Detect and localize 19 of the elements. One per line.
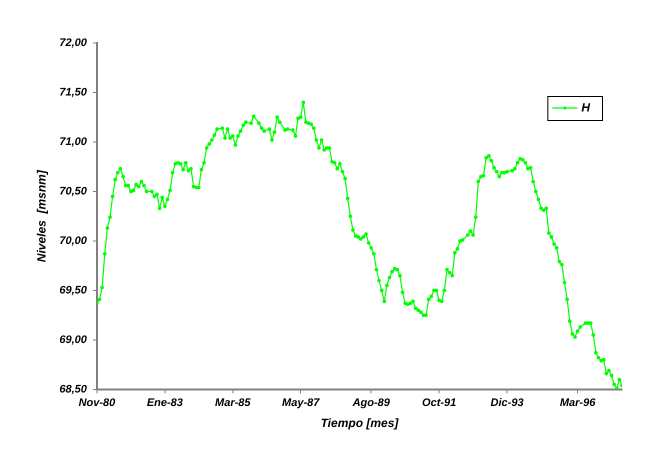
x-tick-label: Ene-83 [146,397,183,410]
y-tick-label: 71,00 [59,136,88,148]
y-tick-label: 72,00 [59,37,88,50]
y-axis-title: Niveles [msnm] [34,169,49,262]
y-tick-label: 70,50 [59,185,88,198]
legend-label: H [581,100,590,114]
x-tick-label: May-87 [282,397,320,410]
x-tick-label: Oct-91 [422,397,456,410]
x-axis-title: Tiempo [mes] [320,416,400,430]
x-tick-label: Mar-85 [215,397,252,410]
x-tick-label: Nov-80 [78,397,116,410]
y-tick-label: 71,50 [59,86,88,99]
x-tick-label: Ago-89 [352,397,391,410]
x-tick-label: Mar-96 [560,397,596,410]
y-tick-label: 69,50 [59,284,88,296]
y-tick-label: 70,00 [59,234,88,247]
y-tick-label: 69,00 [59,334,88,346]
x-tick-label: Dic-93 [490,397,524,410]
y-tick-label: 68,50 [59,383,88,396]
